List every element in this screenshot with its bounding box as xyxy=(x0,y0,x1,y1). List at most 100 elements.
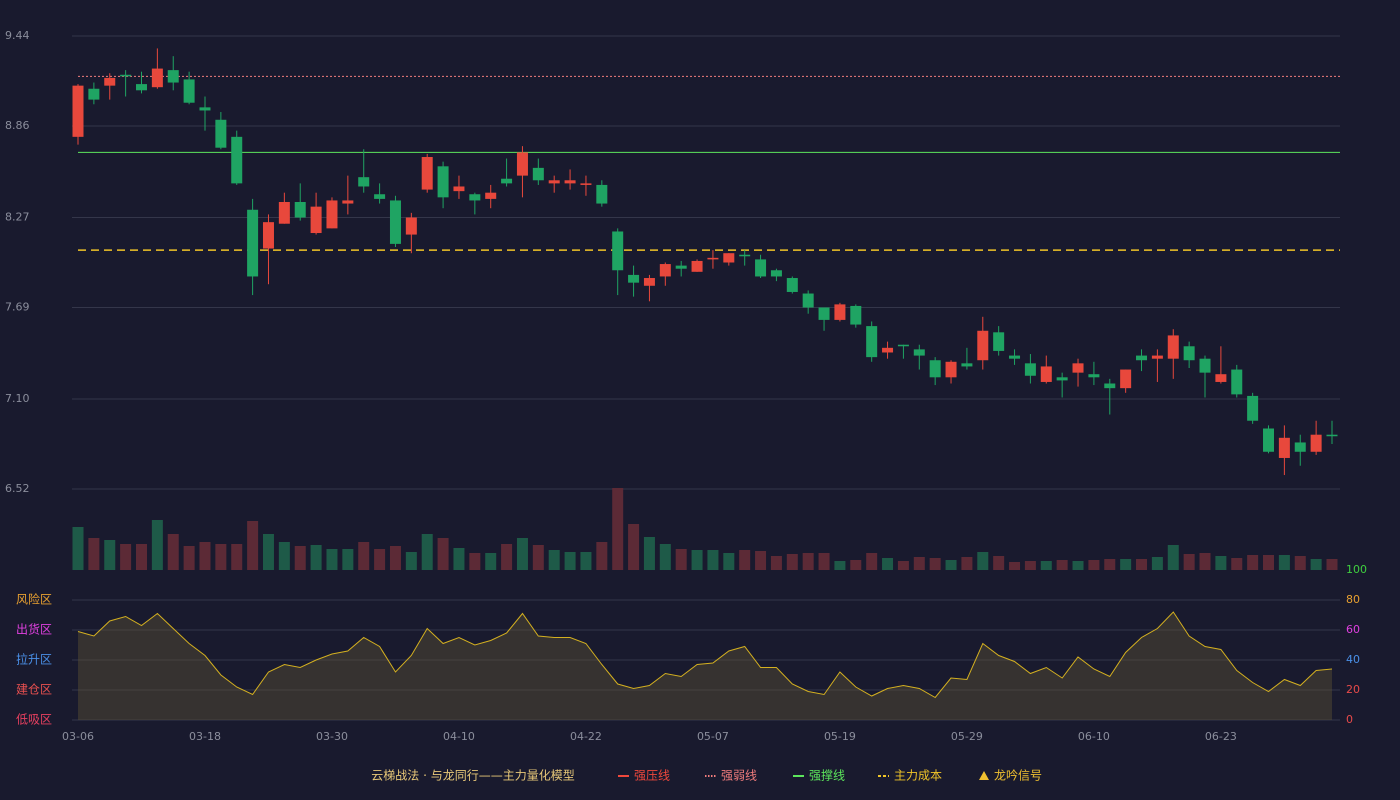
volume-bar xyxy=(405,552,417,570)
volume-bar xyxy=(1231,558,1243,570)
candle-body xyxy=(231,136,243,184)
candle-body xyxy=(1199,358,1211,373)
volume-bar xyxy=(135,544,147,570)
candle-body xyxy=(437,166,449,198)
volume-bar xyxy=(755,551,767,570)
candle-body xyxy=(151,68,163,88)
candle-body xyxy=(580,183,592,185)
candle-body xyxy=(882,347,894,353)
candle-body xyxy=(707,257,719,260)
candle-body xyxy=(104,77,116,86)
y-tick-label: 6.52 xyxy=(5,482,30,495)
volume-bar xyxy=(786,554,798,570)
volume-bar xyxy=(1104,559,1116,570)
volume-bar xyxy=(882,558,894,570)
x-tick-label: 06-23 xyxy=(1205,730,1237,743)
volume-bar xyxy=(389,546,401,570)
volume-bar xyxy=(120,544,132,570)
candle-body xyxy=(628,274,640,283)
candle-body xyxy=(120,74,132,77)
candle-body xyxy=(913,349,925,356)
candle-body xyxy=(1310,434,1322,452)
candle-body xyxy=(247,209,259,277)
volume-bar xyxy=(897,561,909,570)
candle-body xyxy=(548,180,560,184)
candle-body xyxy=(294,201,306,218)
x-tick-label: 03-18 xyxy=(189,730,221,743)
chart-title: 云梯战法 · 与龙同行——主力量化模型 xyxy=(371,769,574,783)
volume-bar xyxy=(1247,555,1259,570)
candle-body xyxy=(643,278,655,286)
volume-bar xyxy=(564,552,576,570)
zone-label: 风险区 xyxy=(16,592,52,607)
zone-label: 建仓区 xyxy=(16,683,52,697)
volume-bar xyxy=(421,534,433,570)
volume-bar xyxy=(707,550,719,570)
zone-label: 拉升区 xyxy=(16,652,52,667)
volume-bar xyxy=(151,520,163,570)
y2-tick-label: 80 xyxy=(1346,593,1360,606)
legend-label: 强压线 xyxy=(634,769,670,783)
y2-tick-label: 60 xyxy=(1346,623,1360,636)
volume-bar xyxy=(437,538,449,570)
volume-bar xyxy=(691,550,703,570)
x-tick-label: 03-06 xyxy=(62,730,94,743)
volume-bar xyxy=(278,542,290,570)
volume-bar xyxy=(1278,555,1290,570)
volume-bar xyxy=(961,557,973,570)
volume-bar xyxy=(739,550,751,570)
candle-body xyxy=(945,361,957,378)
candle-body xyxy=(961,363,973,367)
candle-body xyxy=(1278,437,1290,458)
candle-body xyxy=(723,253,735,263)
candle-body xyxy=(342,200,354,204)
candle-body xyxy=(1151,355,1163,359)
legend-label: 龙吟信号 xyxy=(994,768,1042,783)
candle-body xyxy=(310,206,322,234)
volume-bar xyxy=(1072,561,1084,570)
y-tick-label: 8.86 xyxy=(5,119,30,132)
x-tick-label: 04-10 xyxy=(443,730,475,743)
volume-bar xyxy=(1199,553,1211,570)
candle-body xyxy=(977,330,989,361)
candle-body xyxy=(215,119,227,148)
y2-tick-label: 20 xyxy=(1346,683,1360,696)
volume-bar xyxy=(262,534,274,570)
candle-body xyxy=(786,278,798,292)
legend-label: 主力成本 xyxy=(894,769,942,783)
volume-bar xyxy=(1151,557,1163,570)
y-tick-label: 9.44 xyxy=(5,29,30,42)
volume-bar xyxy=(167,534,179,570)
volume-bar xyxy=(532,545,544,570)
volume-bar xyxy=(1056,560,1068,570)
candle-body xyxy=(1215,374,1227,382)
volume-bar xyxy=(501,544,513,570)
volume-bar xyxy=(580,552,592,570)
candle-body xyxy=(675,265,687,269)
volume-bar xyxy=(1040,561,1052,570)
candle-body xyxy=(612,231,624,271)
x-tick-label: 05-19 xyxy=(824,730,856,743)
volume-bar xyxy=(548,550,560,570)
volume-bar xyxy=(770,556,782,570)
volume-bar xyxy=(310,545,322,570)
volume-bar xyxy=(1136,559,1148,570)
candle-body xyxy=(1024,363,1036,376)
volume-bar xyxy=(231,544,243,570)
volume-bar xyxy=(643,537,655,570)
x-tick-label: 03-30 xyxy=(316,730,348,743)
volume-bar xyxy=(993,556,1005,570)
candle-body xyxy=(421,157,433,190)
volume-bar xyxy=(1088,560,1100,570)
volume-bar xyxy=(1009,562,1021,570)
candle-body xyxy=(1088,374,1100,378)
volume-bar xyxy=(945,560,957,570)
volume-bar xyxy=(516,538,528,570)
oscillator-area xyxy=(78,612,1332,720)
volume-bar xyxy=(1263,555,1275,570)
candle-body xyxy=(1167,335,1179,359)
volume-bar xyxy=(183,546,195,570)
candle-body xyxy=(278,201,290,224)
legend-label: 强弱线 xyxy=(721,769,757,783)
candle-body xyxy=(167,70,179,83)
